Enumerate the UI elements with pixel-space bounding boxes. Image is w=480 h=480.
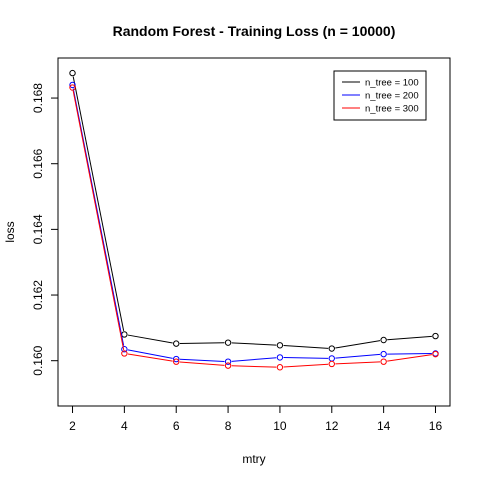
series-line-segment xyxy=(387,354,432,362)
data-point xyxy=(69,84,76,91)
x-axis: 2 4 6 8 10 12 14 16 xyxy=(69,405,443,433)
y-tick-label: 0.166 xyxy=(31,148,45,178)
data-point xyxy=(432,332,439,340)
x-tick-label: 16 xyxy=(429,419,443,433)
data-point xyxy=(121,331,128,338)
x-tick-label: 10 xyxy=(273,419,287,433)
x-tick-label: 6 xyxy=(173,419,180,433)
x-tick-label: 2 xyxy=(69,419,76,433)
series-line-segment xyxy=(335,340,381,349)
y-tick-label: 0.164 xyxy=(31,214,45,244)
series-line-segment xyxy=(127,334,173,344)
data-point xyxy=(276,364,284,371)
data-point xyxy=(121,346,128,353)
series-layer xyxy=(69,69,439,371)
legend-label: n_tree = 100 xyxy=(365,78,419,89)
y-tick-label: 0.168 xyxy=(31,83,45,113)
series-line-segment xyxy=(283,356,329,359)
data-point xyxy=(432,350,439,358)
data-point xyxy=(380,358,387,365)
series-line-segment xyxy=(387,353,432,355)
x-axis-label: mtry xyxy=(242,452,265,466)
series-3 xyxy=(69,84,439,371)
series-2 xyxy=(69,81,439,365)
y-axis: 0.160 0.162 0.164 0.166 0.168 xyxy=(31,83,59,376)
legend-label: n_tree = 300 xyxy=(365,104,419,115)
series-line-segment xyxy=(72,90,125,351)
legend: n_tree = 100 n_tree = 200 n_tree = 300 xyxy=(333,70,427,121)
series-line-segment xyxy=(387,335,432,341)
x-tick-label: 4 xyxy=(121,419,128,433)
series-line-segment xyxy=(179,361,225,366)
series-line-segment xyxy=(231,365,277,368)
data-point xyxy=(276,354,284,361)
series-line-segment xyxy=(231,342,277,346)
data-point xyxy=(328,360,335,368)
data-point xyxy=(380,350,387,358)
data-point xyxy=(69,81,76,89)
y-tick-label: 0.162 xyxy=(31,280,45,310)
data-point xyxy=(380,336,387,344)
series-line-segment xyxy=(127,353,173,362)
legend-label: n_tree = 200 xyxy=(365,91,419,102)
series-line-segment xyxy=(335,353,381,359)
data-point xyxy=(224,358,232,365)
data-point xyxy=(173,355,180,363)
data-point xyxy=(276,342,284,349)
series-line-segment xyxy=(72,88,125,346)
y-axis-label: loss xyxy=(3,221,17,242)
x-tick-label: 14 xyxy=(377,419,391,433)
data-point xyxy=(328,355,335,362)
series-line-segment xyxy=(335,361,381,365)
data-point xyxy=(328,345,335,352)
y-tick-label: 0.160 xyxy=(31,345,45,375)
x-tick-label: 8 xyxy=(225,419,232,433)
series-line-segment xyxy=(283,363,329,368)
data-point xyxy=(69,69,76,77)
series-line-segment xyxy=(127,349,173,359)
series-line-segment xyxy=(231,357,277,362)
series-line-segment xyxy=(179,358,225,362)
data-point xyxy=(173,358,180,365)
series-line-segment xyxy=(283,344,329,349)
data-point xyxy=(224,362,232,369)
data-point xyxy=(121,350,128,357)
series-line-segment xyxy=(72,76,125,331)
series-1 xyxy=(69,69,439,352)
chart-title: Random Forest - Training Loss (n = 10000… xyxy=(113,23,396,39)
data-point xyxy=(224,339,232,346)
series-line-segment xyxy=(179,342,225,345)
data-point xyxy=(173,340,180,347)
x-tick-label: 12 xyxy=(325,419,339,433)
